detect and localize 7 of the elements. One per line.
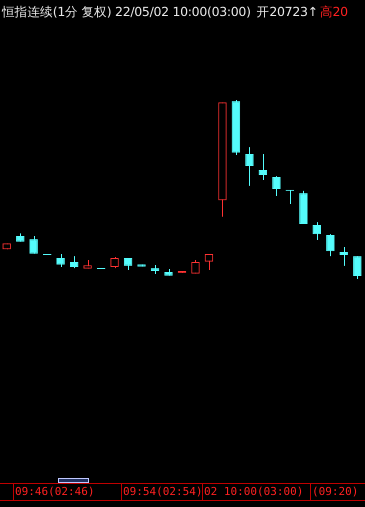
text: 02 10:00(03:00) xyxy=(204,484,304,498)
text: 开20723↑ xyxy=(256,4,318,19)
text: 09:54(02:54) xyxy=(123,484,202,498)
chart-title: 恒指连续(1分 复权) 22/05/02 10:00(03:00) xyxy=(2,4,251,19)
text: 09:46(02:46) xyxy=(15,484,94,498)
text: 高20 xyxy=(320,4,348,19)
text: (09:20) xyxy=(312,484,358,498)
